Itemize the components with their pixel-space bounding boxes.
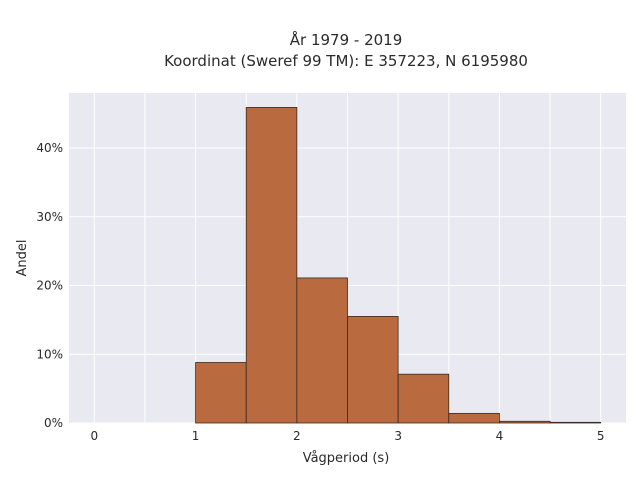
- histogram-bar: [499, 420, 551, 424]
- histogram-bars: [195, 107, 602, 424]
- x-axis-label: Vågperiod (s): [303, 451, 390, 466]
- y-tick-label: 0%: [44, 416, 63, 430]
- chart-title-line2: Koordinat (Sweref 99 TM): E 357223, N 61…: [164, 52, 528, 70]
- y-tick-label: 10%: [36, 347, 63, 361]
- x-tick-label: 1: [192, 429, 200, 443]
- x-axis-ticks: 0 1 2 3 4 5: [90, 429, 604, 443]
- y-tick-label: 40%: [36, 141, 63, 155]
- histogram-bar: [195, 362, 247, 424]
- histogram-bar: [347, 316, 399, 424]
- histogram-bar: [245, 107, 298, 424]
- x-tick-label: 3: [394, 429, 402, 443]
- y-tick-label: 30%: [36, 210, 63, 224]
- y-axis-label: Andel: [15, 240, 30, 277]
- y-tick-label: 20%: [36, 279, 63, 293]
- histogram-bar: [397, 373, 450, 424]
- x-tick-label: 5: [597, 429, 605, 443]
- chart-title-line1: År 1979 - 2019: [290, 30, 403, 49]
- y-axis-ticks: 0% 10% 20% 30% 40%: [36, 141, 63, 430]
- histogram-bar: [296, 277, 348, 424]
- x-tick-label: 2: [293, 429, 301, 443]
- histogram-bar: [549, 421, 602, 424]
- x-tick-label: 0: [90, 429, 98, 443]
- histogram-bar: [448, 412, 500, 424]
- x-tick-label: 4: [496, 429, 504, 443]
